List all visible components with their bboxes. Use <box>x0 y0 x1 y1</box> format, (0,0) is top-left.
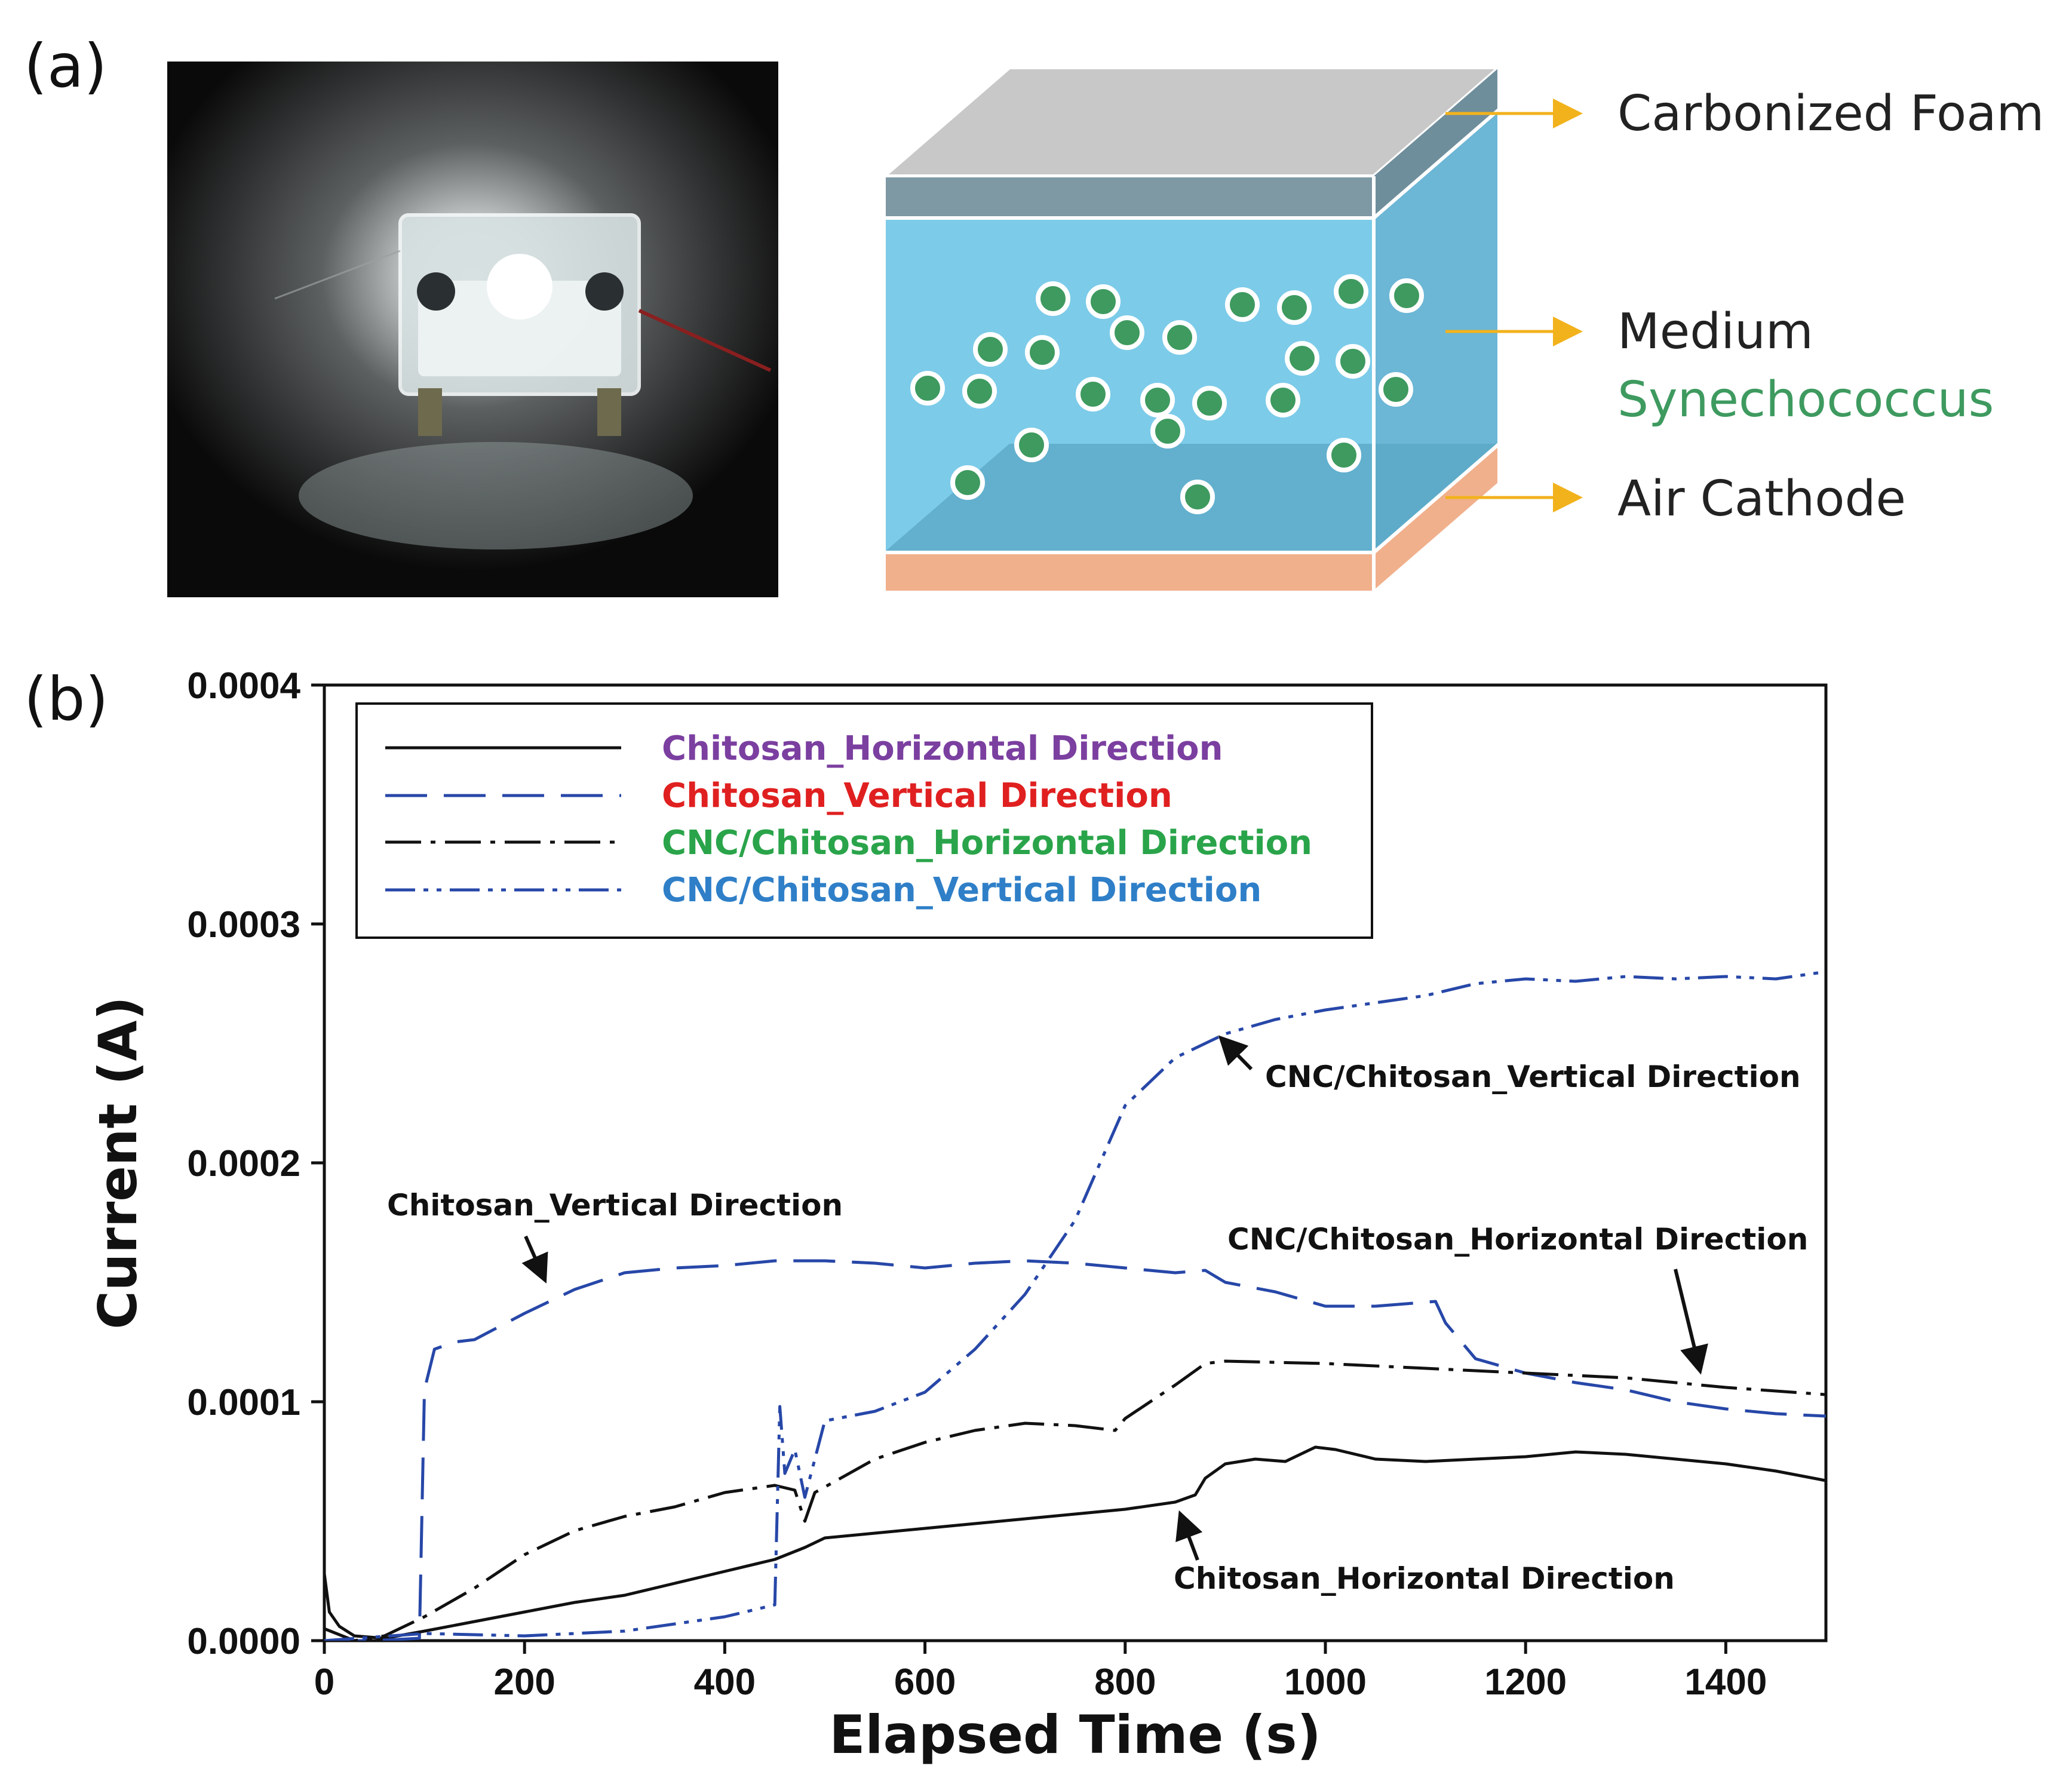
x-tick-label: 1200 <box>1484 1662 1567 1703</box>
series-line-2 <box>324 1359 1826 1641</box>
current-chart: 0 200 400 600 800 1000 1200 1400 0.00000.00010.… <box>87 665 1828 1765</box>
series-line-3 <box>324 970 1826 1641</box>
legend-label-0: Chitosan_Horizontal Direction <box>662 729 1223 768</box>
device-photo <box>167 62 778 597</box>
annotations: CNC/Chitosan_Vertical Direction Chitosan… <box>387 1035 1808 1596</box>
annotation-cnc-horizontal: CNC/Chitosan_Horizontal Direction <box>1227 1222 1808 1257</box>
y-axis-title: Current (A) <box>87 996 149 1329</box>
carbonized-foam-label: Carbonized Foam <box>1617 85 2044 142</box>
annotation-cnc-vertical: CNC/Chitosan_Vertical Direction <box>1265 1060 1801 1094</box>
annotation-chitosan-vertical: Chitosan_Vertical Direction <box>387 1188 843 1223</box>
y-ticks: 0.0000 0.0001 0.0002 0.0003 0.0004 <box>187 665 324 1662</box>
annotation-chitosan-horizontal: Chitosan_Horizontal Direction <box>1174 1561 1675 1596</box>
annotation-arrow-1 <box>521 1235 548 1284</box>
x-tick-label: 200 <box>493 1662 555 1703</box>
y-tick-label: 0.0001 <box>187 1382 300 1423</box>
y-tick-label: 0.0003 <box>187 904 300 945</box>
annotation-arrow-0 <box>1218 1035 1253 1071</box>
x-tick-label: 600 <box>894 1662 956 1703</box>
air-cathode-label: Air Cathode <box>1617 471 1906 527</box>
cell-schematic: Carbonized Foam Medium Synechococcus Air… <box>879 66 2044 594</box>
panel-a-label: (a) <box>24 31 107 101</box>
legend: Chitosan_Horizontal Direction Chitosan_V… <box>355 702 1373 939</box>
y-tick-label: 0.0000 <box>187 1621 300 1662</box>
y-tick-label: 0.0004 <box>187 665 300 707</box>
series-lines <box>324 970 1826 1641</box>
series-line-0 <box>324 1445 1826 1640</box>
x-tick-label: 800 <box>1094 1662 1156 1703</box>
y-tick-label: 0.0002 <box>187 1143 300 1184</box>
medium-label: Medium <box>1617 303 1813 360</box>
x-ticks: 0 200 400 600 800 1000 1200 1400 <box>314 1641 1767 1703</box>
synechococcus-label: Synechococcus <box>1617 371 1994 428</box>
legend-label-3: CNC/Chitosan_Vertical Direction <box>662 871 1261 910</box>
x-axis-title: Elapsed Time (s) <box>829 1704 1321 1765</box>
device-photo-icon <box>274 213 772 436</box>
annotation-arrow-2 <box>1674 1269 1708 1375</box>
x-tick-label: 1400 <box>1684 1662 1767 1703</box>
synechococcus-cells <box>910 274 1424 514</box>
x-tick-label: 400 <box>694 1662 756 1703</box>
x-tick-label: 1000 <box>1284 1662 1367 1703</box>
x-tick-label: 0 <box>314 1662 334 1703</box>
legend-label-1: Chitosan_Vertical Direction <box>662 776 1172 815</box>
panel-b-label: (b) <box>24 664 109 734</box>
annotation-arrow-3 <box>1175 1510 1203 1561</box>
legend-label-2: CNC/Chitosan_Horizontal Direction <box>662 824 1312 862</box>
